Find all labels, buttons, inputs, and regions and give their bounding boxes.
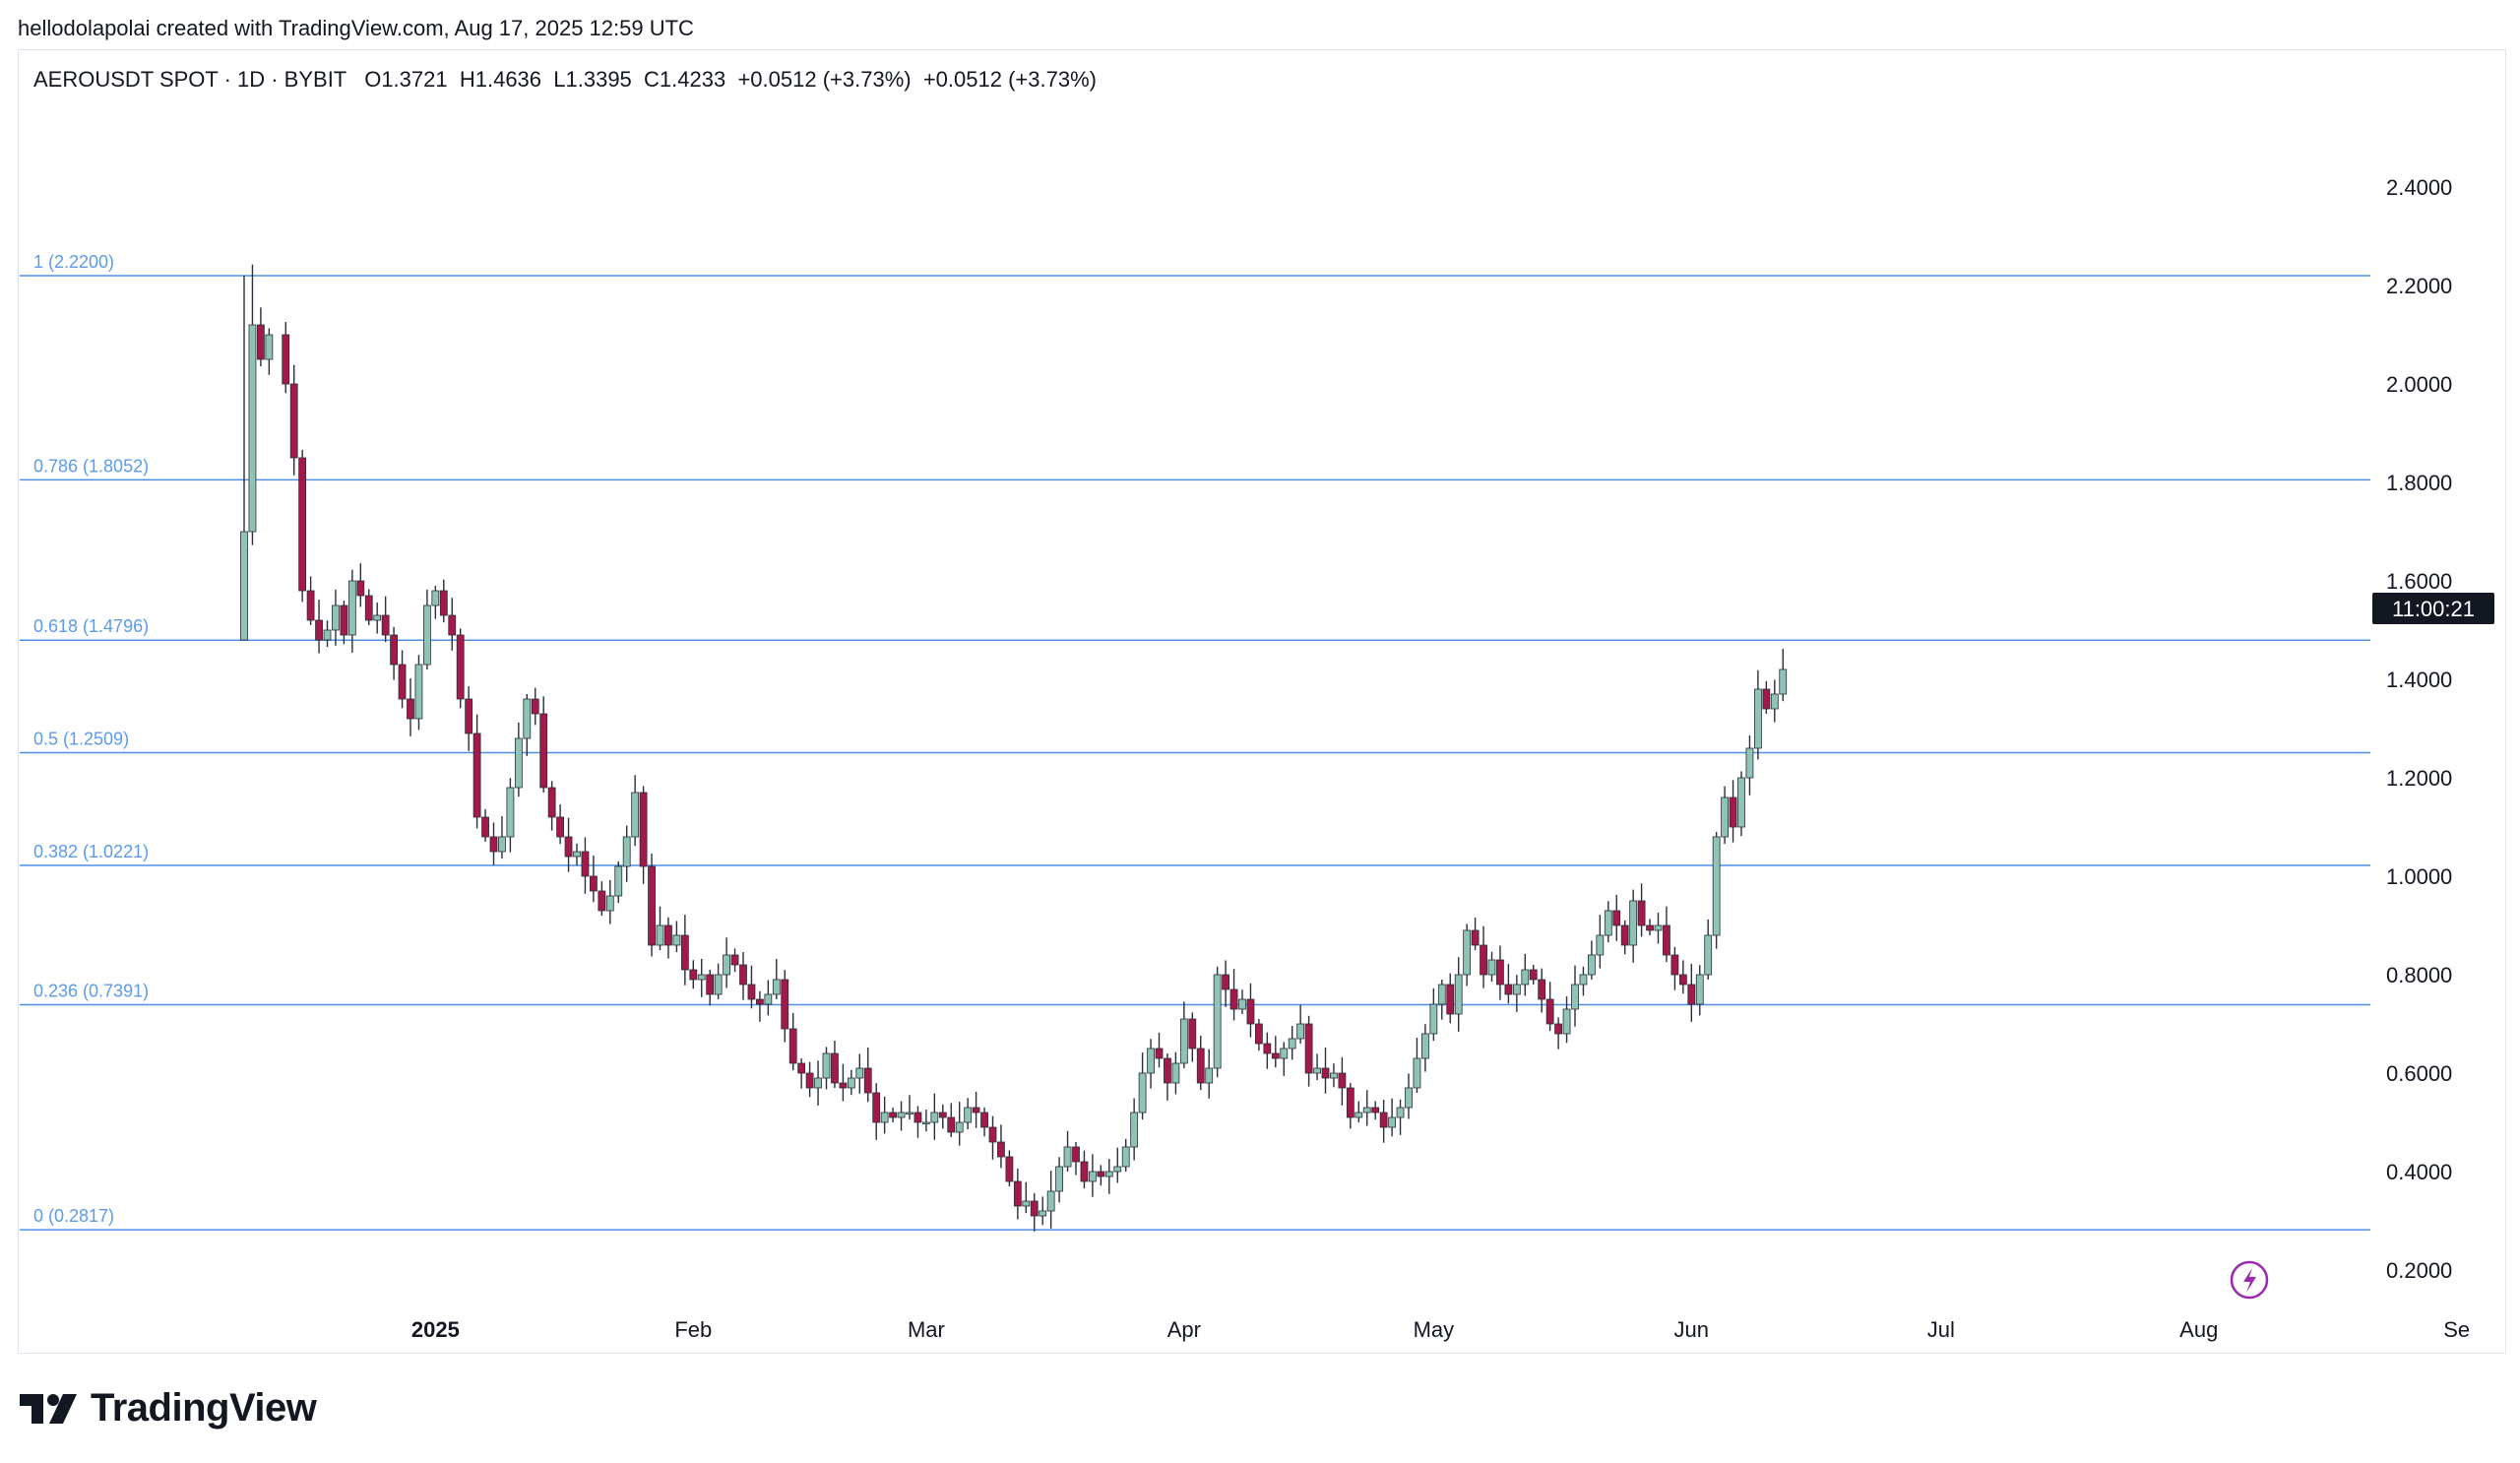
ohlc-change-percent: +0.0512 (+3.73%) bbox=[922, 67, 1097, 92]
tradingview-logo[interactable]: TradingView bbox=[20, 1386, 317, 1431]
symbol-name[interactable]: AEROUSDT SPOT · 1D · BYBIT bbox=[33, 67, 346, 92]
ohlc-low: L1.3395 bbox=[553, 67, 632, 92]
chart-attribution: hellodolapolai created with TradingView.… bbox=[18, 16, 694, 40]
chart-frame bbox=[18, 49, 2506, 1354]
tradingview-logo-icon bbox=[20, 1393, 77, 1424]
ohlc-open: O1.3721 bbox=[364, 67, 448, 92]
ohlc-change: +0.0512 (+3.73%) bbox=[737, 67, 912, 92]
ohlc-close: C1.4233 bbox=[644, 67, 726, 92]
symbol-ohlc-bar: AEROUSDT SPOT · 1D · BYBIT O1.3721 H1.46… bbox=[33, 67, 1097, 93]
tradingview-logo-text: TradingView bbox=[91, 1386, 317, 1430]
ohlc-high: H1.4636 bbox=[459, 67, 542, 92]
